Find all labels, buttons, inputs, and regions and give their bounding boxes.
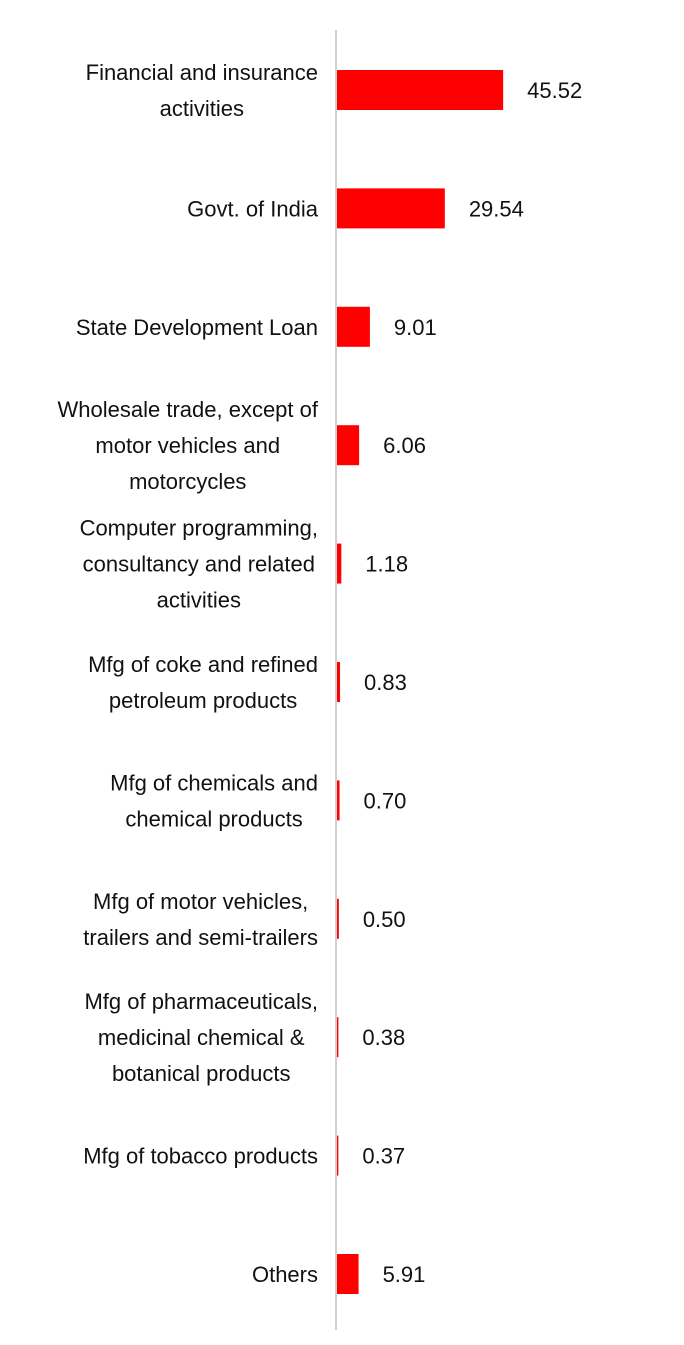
category-label-line: petroleum products — [109, 688, 297, 713]
category-label: Mfg of pharmaceuticals, medicinal chemica… — [84, 989, 318, 1086]
category-label-line: trailers and semi-trailers — [83, 925, 318, 950]
category-label-line: Wholesale trade, except of — [58, 397, 319, 422]
value-label: 0.38 — [362, 1025, 405, 1050]
category-label: Financial and insurance activities — [86, 60, 318, 121]
value-label: 5.91 — [383, 1262, 426, 1287]
category-label: Others — [252, 1262, 318, 1287]
category-label-line: Computer programming, — [80, 516, 318, 541]
bar — [337, 898, 339, 939]
category-label: Mfg of motor vehicles, trailers and semi-… — [83, 889, 318, 950]
category-label: Mfg of tobacco products — [83, 1144, 318, 1169]
value-label: 0.70 — [364, 788, 407, 813]
category-label-line: consultancy and related — [83, 552, 315, 577]
value-label: 0.37 — [362, 1144, 405, 1169]
category-label: Wholesale trade, except of motor vehicles… — [58, 397, 319, 494]
bar — [337, 70, 504, 110]
bar — [337, 425, 360, 466]
category-label-line: Mfg of tobacco products — [83, 1144, 318, 1169]
category-label: State Development Loan — [76, 315, 318, 340]
bar — [337, 662, 341, 702]
category-label: Govt. of India — [187, 196, 319, 221]
category-label-line: activities — [160, 96, 244, 121]
category-label-line: State Development Loan — [76, 315, 318, 340]
category-label-line: Financial and insurance — [86, 60, 318, 85]
value-labels-group: 45.52 29.54 9.01 6.06 1.18 0.83 0.70 0.50 0.38 0.… — [362, 78, 582, 1287]
category-label-line: botanical products — [112, 1061, 291, 1086]
category-label-line: Mfg of motor vehicles, — [93, 889, 308, 914]
value-label: 29.54 — [469, 196, 524, 221]
bar — [337, 780, 340, 821]
category-label: Computer programming, consultancy and rel… — [80, 516, 318, 613]
bar — [337, 543, 342, 584]
category-label-line: motorcycles — [129, 469, 246, 494]
value-label: 45.52 — [527, 78, 582, 103]
bar — [337, 1254, 359, 1294]
category-label-line: Mfg of pharmaceuticals, — [84, 989, 318, 1014]
category-label-line: chemical products — [125, 806, 302, 831]
bar — [337, 306, 370, 347]
category-label-line: Mfg of coke and refined — [88, 652, 318, 677]
category-label-line: motor vehicles and — [95, 433, 280, 458]
category-labels-group: Financial and insurance activities Govt. o… — [58, 60, 319, 1287]
value-label: 6.06 — [383, 433, 426, 458]
bar — [337, 188, 445, 229]
bar — [337, 1135, 339, 1176]
category-label-line: Mfg of chemicals and — [110, 770, 318, 795]
bars-group — [337, 70, 504, 1294]
bar — [337, 1017, 339, 1058]
value-label: 0.50 — [363, 907, 406, 932]
value-label: 0.83 — [364, 670, 407, 695]
category-label-line: activities — [157, 588, 241, 613]
category-label-line: Govt. of India — [187, 196, 319, 221]
value-label: 1.18 — [365, 552, 408, 577]
category-label-line: medicinal chemical & — [98, 1025, 305, 1050]
category-label-line: Others — [252, 1262, 318, 1287]
category-label: Mfg of coke and refined petroleum product… — [88, 652, 318, 713]
value-label: 9.01 — [394, 315, 437, 340]
category-label: Mfg of chemicals and chemical products — [110, 770, 318, 831]
